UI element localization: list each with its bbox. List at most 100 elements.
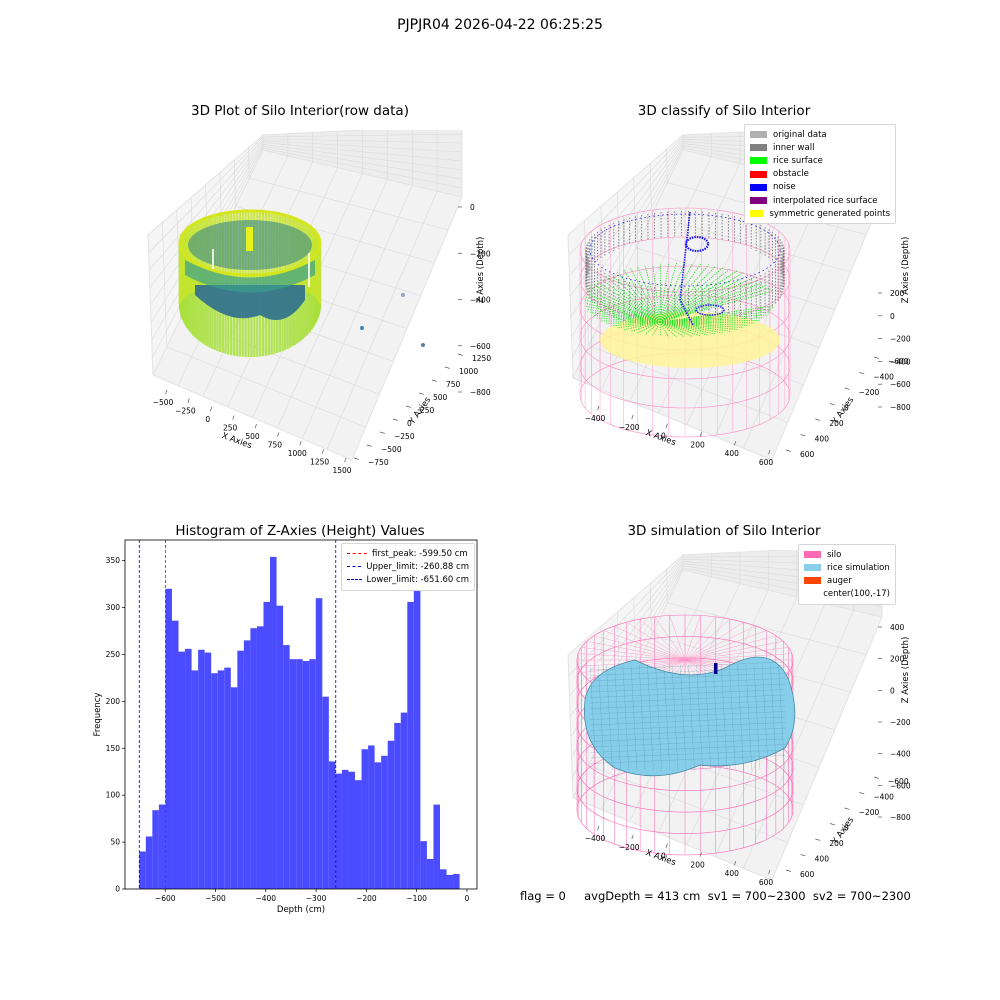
simulation-legend-item: silo — [804, 548, 890, 561]
classify-rice-surface — [590, 311, 661, 323]
histogram-frame — [124, 539, 478, 890]
classify-x-tick-label: 600 — [759, 458, 774, 467]
histogram-y-tick-label: 50 — [110, 838, 120, 847]
histogram-bar — [433, 804, 440, 889]
simulation-legend: silo rice simulation auger center(100,-17) — [798, 544, 896, 605]
raw-y-tick-label: 1000 — [459, 367, 478, 376]
simulation-z-tick-label: −800 — [890, 813, 911, 822]
classify-z-axis-label: Z Axies (Depth) — [901, 237, 911, 304]
raw-top-ring — [178, 209, 322, 277]
histogram-bars — [139, 556, 460, 889]
simulation-x-tick-label: 0 — [661, 852, 666, 861]
histogram-bar — [381, 755, 388, 889]
histogram-bar — [309, 659, 316, 889]
simulation-mesh-line — [704, 664, 711, 771]
histogram-bar — [394, 722, 401, 889]
histogram-legend: first_peak: -599.50 cm Upper_limit: -260.… — [341, 543, 475, 591]
classify-rice-surface — [586, 305, 661, 323]
simulation-mesh-line — [639, 664, 646, 771]
raw-outlier-point — [360, 326, 364, 330]
classify-rice-surface — [659, 311, 770, 323]
classify-rice-surface — [637, 266, 661, 323]
histogram-legend-swatch — [347, 579, 362, 581]
simulation-mesh-line — [770, 664, 777, 771]
histogram-bar — [439, 869, 447, 889]
histogram-bar — [204, 652, 212, 889]
histogram-bar — [276, 605, 284, 889]
histogram-x-tick-label: −300 — [306, 894, 327, 903]
simulation-y-tick-label: 400 — [815, 855, 830, 864]
simulation-legend-item: center(100,-17) — [804, 588, 890, 601]
classify-legend-swatch — [750, 210, 764, 218]
histogram-bar — [185, 648, 192, 889]
classify-legend-label: interpolated rice surface — [773, 195, 878, 206]
raw-z-tick-label: −400 — [470, 296, 491, 305]
simulation-mesh-line — [589, 672, 786, 682]
raw-mid-band — [185, 260, 315, 293]
simulation-mesh-line — [589, 733, 786, 742]
classify-z-tick-label: 0 — [890, 312, 895, 321]
histogram-legend-label: Lower_limit: -651.60 cm — [366, 574, 469, 585]
classify-x-tick-label: −400 — [585, 414, 606, 423]
simulation-mesh-line — [589, 722, 786, 731]
classify-rice-surface — [644, 265, 661, 323]
classify-legend-label: noise — [773, 182, 796, 193]
classify-rice-surface — [637, 321, 661, 334]
simulation-silo-lid-spoke — [684, 618, 730, 661]
histogram-bar — [322, 696, 329, 889]
raw-x-tick-label: 250 — [223, 424, 238, 433]
simulation-mesh-line — [589, 700, 786, 709]
simulation-mesh-line — [614, 664, 621, 771]
simulation-mesh-line — [778, 664, 785, 771]
simulation-z-tick-label: 0 — [890, 686, 895, 695]
classify-legend-swatch — [750, 197, 767, 205]
classify-noise — [695, 304, 725, 316]
raw-y-tick-label: 1250 — [472, 354, 491, 363]
classify-x-tick-label: 200 — [690, 440, 705, 449]
histogram-bar — [446, 874, 454, 889]
histogram-bar — [400, 712, 408, 889]
classify-rice-surface — [593, 284, 661, 323]
simulation-mesh-line — [647, 664, 654, 771]
histogram-bar — [361, 749, 369, 889]
simulation-mesh-line — [712, 664, 720, 771]
histogram-bar — [243, 640, 251, 889]
simulation-mesh-line — [729, 664, 736, 771]
simulation-mesh-line — [589, 664, 597, 771]
raw-plot-title: 3D Plot of Silo Interior(row data) — [191, 103, 409, 119]
histogram-bar — [145, 836, 153, 889]
classify-plot-title: 3D classify of Silo Interior — [637, 103, 811, 119]
simulation-mesh-line — [589, 667, 786, 676]
classify-x-tick-label: 400 — [725, 449, 740, 458]
simulation-mesh-line — [696, 664, 703, 771]
simulation-silo-lid-spoke — [578, 653, 686, 661]
raw-y-tick-label: 500 — [433, 393, 448, 402]
simulation-x-tick-label: −400 — [585, 834, 606, 843]
simulation-mesh-line — [655, 664, 662, 771]
classify-legend-swatch — [750, 157, 767, 165]
histogram-bar — [341, 769, 349, 889]
simulation-mesh-line — [589, 694, 786, 704]
histogram-bar — [224, 667, 231, 889]
raw-y-tick-label: −250 — [394, 432, 415, 441]
simulation-mesh-line — [680, 664, 687, 771]
simulation-silo-lid-spoke — [684, 615, 701, 661]
histogram-legend-item: Upper_limit: -260.88 cm — [347, 560, 469, 573]
histogram-bar — [237, 650, 244, 889]
classify-legend-item: interpolated rice surface — [750, 194, 890, 207]
classify-z-tick-label: −800 — [890, 403, 911, 412]
classify-legend-swatch — [750, 183, 767, 191]
classify-rice-surface — [659, 272, 744, 323]
classify-rice-surface — [659, 268, 731, 323]
simulation-mesh-line — [663, 664, 670, 771]
simulation-legend-swatch — [804, 564, 821, 572]
simulation-mesh-line — [737, 664, 744, 771]
simulation-silo-lid-spoke — [594, 635, 686, 661]
simulation-rice-surface — [584, 656, 796, 777]
histogram-y-tick-label: 250 — [106, 650, 121, 659]
histogram-bar — [315, 598, 323, 889]
classify-rice-surface — [659, 276, 755, 323]
raw-3d-plot: −500−2500250500750100012501500−750−500−2… — [147, 130, 491, 475]
classify-rice-surface — [659, 263, 661, 323]
histogram-x-tick-label: −100 — [406, 894, 427, 903]
